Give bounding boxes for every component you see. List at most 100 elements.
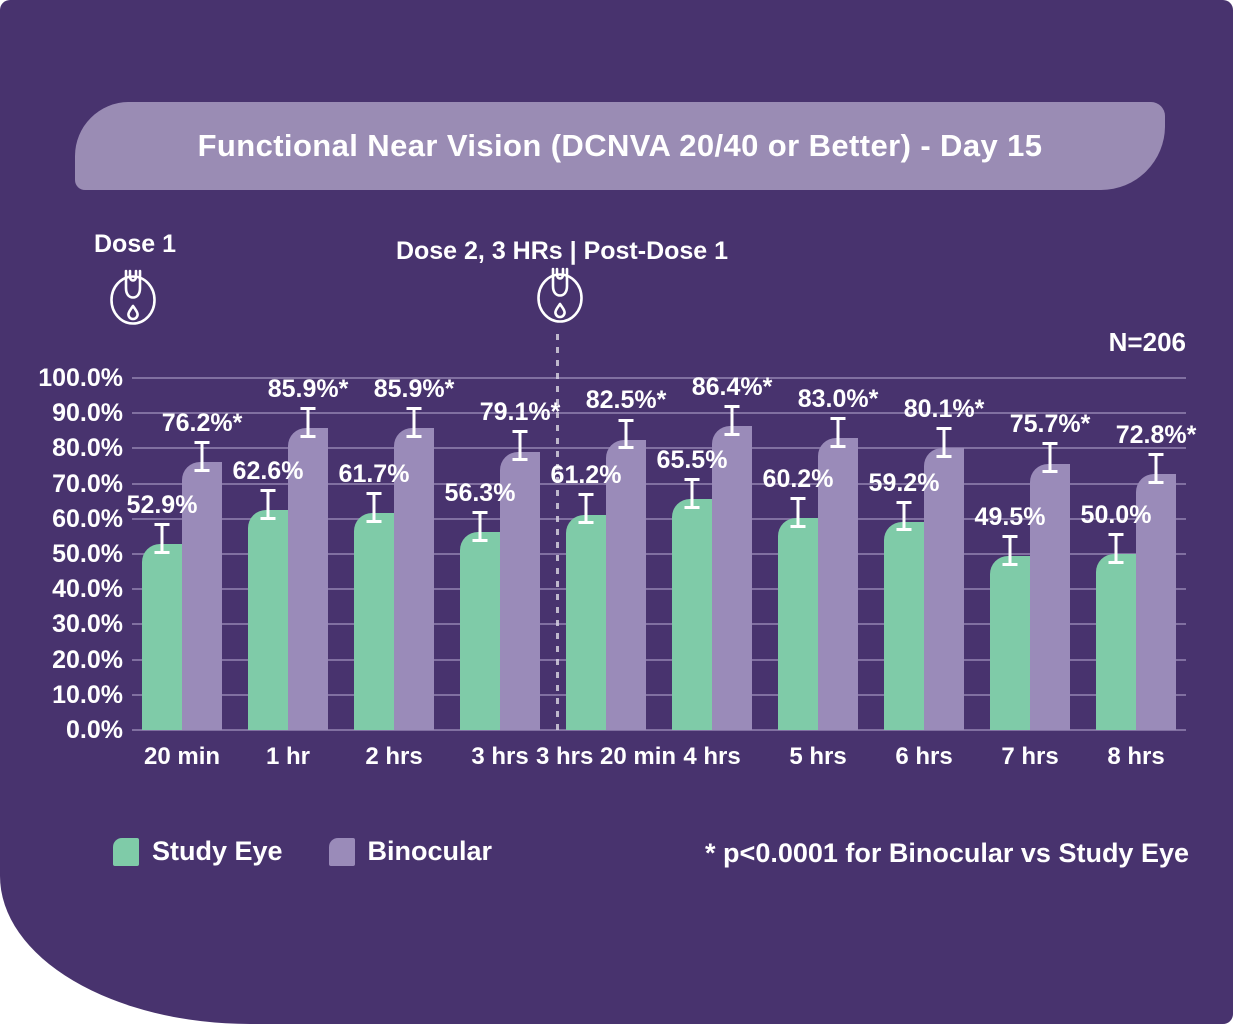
gridline [132, 623, 1186, 626]
error-bar [896, 500, 912, 532]
bar-slot: 82.5%* [586, 378, 666, 730]
legend-label: Binocular [367, 836, 493, 866]
value-label: 72.8%* [1115, 420, 1197, 449]
error-bar [154, 522, 170, 554]
error-bar [1108, 532, 1124, 564]
bar-study-eye [354, 512, 394, 730]
bar-group: 61.7% 85.9%* 2 hrs [339, 375, 455, 770]
value-label: 60.2% [762, 464, 834, 493]
gridline [132, 377, 1186, 379]
bar-group: 62.6% 85.9%* 1 hr [233, 375, 349, 770]
bar-study-eye [672, 499, 712, 730]
eye-dropper-icon [537, 267, 583, 323]
value-label: 86.4%* [691, 372, 773, 401]
gridline [132, 482, 1186, 485]
dose2-label: Dose 2, 3 HRs | Post-Dose 1 [395, 237, 729, 265]
bar-binocular [1136, 473, 1176, 730]
y-tick-label: 100.0% [38, 364, 123, 392]
bar-study-eye [778, 518, 818, 730]
gridline [132, 517, 1186, 520]
bar-group: 65.5% 86.4%* 4 hrs [657, 373, 773, 770]
y-tick-label: 80.0% [52, 434, 123, 463]
error-bar [406, 406, 422, 438]
bar-group: 61.2% 82.5%* 3 hrs 20 min [536, 378, 676, 770]
bar-slot: 59.2% [869, 378, 939, 730]
bar-binocular [712, 425, 752, 730]
bar-study-eye [142, 543, 182, 730]
value-label: 80.1%* [903, 394, 985, 423]
bar-slot: 52.9% [127, 378, 197, 730]
bar-study-eye [460, 531, 500, 730]
eye-dropper-icon [110, 269, 156, 325]
bar-slot: 61.2% [551, 378, 621, 730]
x-tick-label: 5 hrs [789, 743, 847, 770]
bar-binocular [606, 439, 646, 730]
x-tick-label: 8 hrs [1107, 743, 1165, 770]
y-tick-label: 50.0% [52, 540, 123, 568]
bar-slot: 76.2%* [162, 378, 242, 730]
bar-binocular [1030, 463, 1070, 730]
bar-slot: 75.7%* [1010, 378, 1090, 730]
y-tick-label: 10.0% [52, 680, 123, 709]
bar-binocular [500, 451, 540, 730]
sample-size-label: N=206 [1108, 327, 1186, 357]
value-label: 62.6% [232, 456, 304, 485]
bar-study-eye [990, 555, 1030, 730]
bar-slot: 85.9%* [268, 375, 348, 730]
legend-label: Study Eye [152, 836, 283, 866]
gridline [132, 412, 1186, 415]
value-label: 61.7% [338, 459, 410, 488]
y-tick-label: 60.0% [52, 504, 123, 533]
legend: Study Eye Binocular [113, 836, 492, 867]
value-label: 65.5% [656, 446, 728, 475]
chart-title: Functional Near Vision (DCNVA 20/40 or B… [197, 128, 1043, 163]
bar-slot: 72.8%* [1116, 378, 1196, 730]
value-label: 79.1%* [479, 398, 561, 427]
error-bar [1002, 534, 1018, 566]
value-label: 76.2%* [161, 408, 243, 437]
y-tick-label: 70.0% [52, 469, 123, 498]
bar-slot: 50.0% [1081, 378, 1151, 730]
error-bar [578, 493, 594, 525]
bar-binocular [288, 427, 328, 730]
bar-group: 49.5% 75.7%* 7 hrs [975, 378, 1091, 770]
bar-study-eye [1096, 554, 1136, 730]
y-tick-label: 40.0% [52, 575, 123, 604]
error-bar [724, 404, 740, 436]
bar-slot: 79.1%* [480, 378, 560, 730]
bar-study-eye [566, 514, 606, 730]
legend-swatch [113, 837, 139, 866]
bar-slot: 60.2% [763, 378, 833, 730]
y-tick-label: 30.0% [52, 610, 123, 639]
bar-binocular [818, 437, 858, 730]
y-tick-label: 90.0% [52, 399, 123, 428]
footnote: * p<0.0001 for Binocular vs Study Eye [705, 838, 1189, 868]
bar-slot: 62.6% [233, 378, 303, 730]
title-banner: Functional Near Vision (DCNVA 20/40 or B… [75, 102, 1165, 190]
gridline [132, 588, 1186, 591]
value-label: 85.9%* [267, 374, 349, 403]
dose1-label: Dose 1 [94, 230, 176, 258]
error-bar [194, 440, 210, 472]
x-tick-label: 6 hrs [895, 743, 953, 770]
error-bar [684, 478, 700, 510]
bar-slot: 80.1%* [904, 378, 984, 730]
bar-slot: 83.0%* [798, 378, 878, 730]
value-label: 50.0% [1080, 500, 1152, 529]
gridline [132, 447, 1186, 450]
bar-study-eye [884, 521, 924, 730]
gridline [132, 658, 1186, 661]
error-bar [260, 488, 276, 520]
bar-group: 56.3% 79.1%* 3 hrs [445, 378, 561, 770]
legend-item: Study Eye [113, 836, 283, 867]
bar-binocular [924, 448, 964, 730]
x-tick-label: 4 hrs [683, 743, 741, 770]
bar-group: 52.9% 76.2%* 20 min [127, 378, 243, 770]
bar-slot: 49.5% [975, 378, 1045, 730]
value-label: 83.0%* [797, 384, 879, 413]
bar-study-eye [248, 509, 288, 730]
x-tick-label: 3 hrs 20 min [535, 743, 677, 770]
bar-group: 59.2% 80.1%* 6 hrs [869, 378, 985, 770]
value-label: 49.5% [974, 502, 1046, 531]
